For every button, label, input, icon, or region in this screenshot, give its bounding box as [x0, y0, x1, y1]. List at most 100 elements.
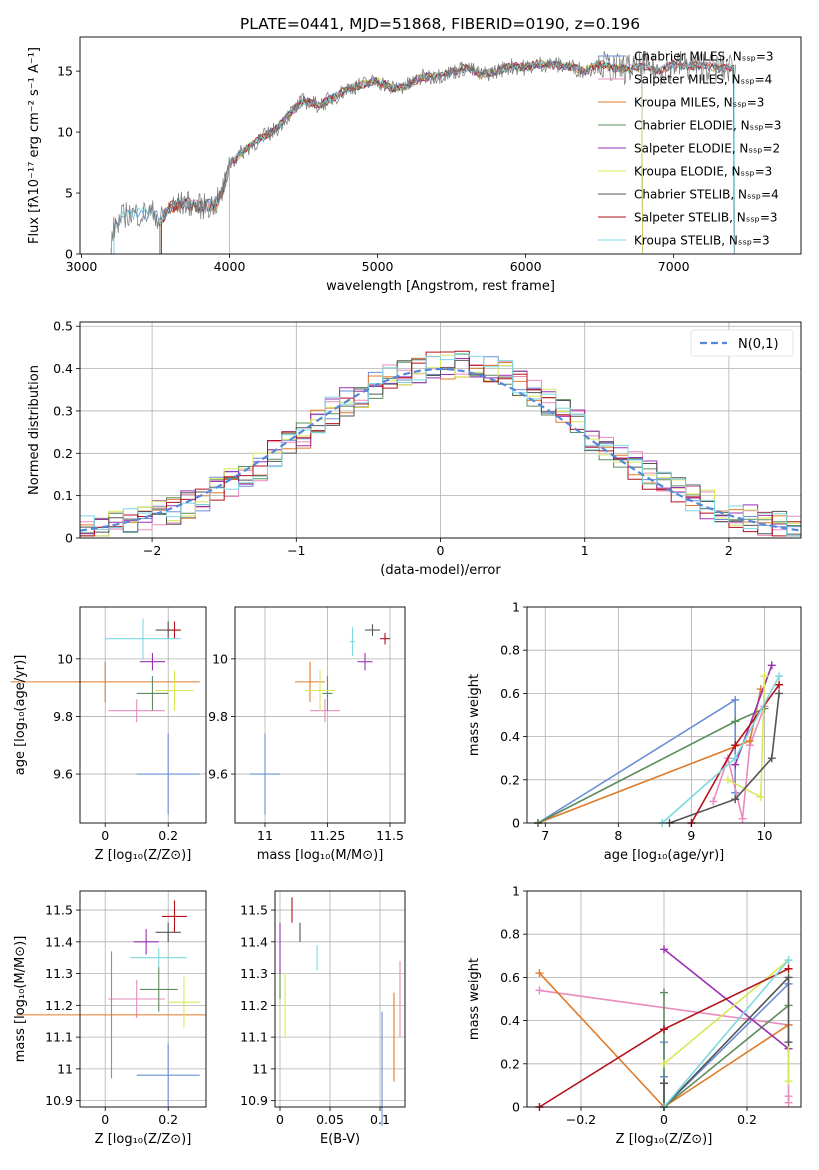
- x-tick-label: 0: [101, 1112, 109, 1127]
- axes-frame: [79, 36, 802, 255]
- plot-area: [279, 897, 401, 1127]
- y-tick-label: 10: [57, 651, 73, 666]
- y-tick-label: 0.8: [500, 927, 520, 942]
- y-tick-label: 11.1: [240, 1030, 268, 1045]
- x-tick-label: 0.05: [316, 1112, 344, 1127]
- y-tick-label: 1: [512, 600, 520, 615]
- mass-vs-ebv-panel: 0 0.05 0.1 10.9 11 11.1 11.2 11.3 11.4 11.5 E(B-V): [240, 890, 406, 1147]
- plot-area: [79, 350, 802, 538]
- x-axis-label: Z [log₁₀(Z/Z⊙)]: [95, 848, 192, 863]
- model-spectrum-kroupa-elodie: [229, 60, 643, 254]
- histogram-kroupa-elodie: [79, 354, 801, 538]
- y-axis-label: mass [log₁₀(M/M⊙)]: [13, 936, 28, 1063]
- observed-spectrum-line: [110, 50, 736, 254]
- x-tick-label: 0: [101, 828, 109, 843]
- y-tick-label: 9.6: [53, 767, 73, 782]
- y-tick-label: 5: [65, 186, 73, 201]
- x-tick-label: 9: [687, 828, 695, 843]
- x-axis-label: age [log₁₀(age/yr)]: [604, 848, 725, 863]
- y-tick-label: 0.8: [500, 643, 520, 658]
- y-axis-label: mass weight: [467, 674, 482, 756]
- mass-weight-marker: [784, 1098, 793, 1107]
- errorbar-chabrier-stelib: [365, 624, 380, 636]
- mass-weight-marker: [731, 754, 740, 763]
- y-tick-label: 11: [252, 1061, 268, 1076]
- mass-weight-marker: [775, 689, 784, 698]
- mass-weight-marker: [535, 986, 544, 995]
- y-tick-label: 11.5: [45, 903, 73, 918]
- mass-weight-marker: [738, 814, 747, 823]
- legend-label: Kroupa ELODIE, Nₛₛₚ=3: [634, 165, 772, 179]
- y-tick-label: 0.6: [500, 686, 520, 701]
- errorbar-salpeter-miles: [108, 979, 166, 1019]
- legend-label: Kroupa MILES, Nₛₛₚ=3: [634, 96, 764, 110]
- x-tick-label: 6000: [510, 259, 542, 274]
- errorbar-kroupa-elodie: [305, 670, 335, 711]
- mass-weight-marker: [709, 797, 718, 806]
- errorbar-salpeter-stelib: [168, 621, 181, 639]
- x-tick-label: 0: [437, 543, 445, 558]
- plot-area: [10, 618, 200, 815]
- y-tick-label: 9.8: [53, 709, 73, 724]
- histogram-salpeter-stelib: [79, 350, 801, 538]
- mass-weight-marker: [775, 680, 784, 689]
- errorbar-salpeter-stelib: [161, 900, 188, 933]
- x-axis-label: Z [log₁₀(Z/Z⊙)]: [616, 1132, 713, 1147]
- legend-label: Chabrier STELIB, Nₛₛₚ=4: [634, 188, 779, 202]
- x-tick-label: 0.1: [370, 1112, 390, 1127]
- y-tick-label: 0.1: [53, 488, 73, 503]
- y-tick-label: 11.2: [45, 998, 73, 1013]
- plot-area: [250, 624, 390, 815]
- plot-area: [533, 661, 784, 827]
- legend-label: Salpeter MILES, Nₛₛₚ=4: [634, 73, 772, 87]
- y-tick-label: 10.9: [240, 1093, 268, 1108]
- x-tick-label: 0.2: [737, 1112, 757, 1127]
- y-tick-label: 0: [65, 531, 73, 546]
- x-tick-label: 0: [660, 1112, 668, 1127]
- errorbar-salpeter-elodie: [357, 653, 373, 671]
- errorbar-salpeter-miles: [108, 699, 166, 723]
- model-spectrum-salpeter-elodie: [229, 59, 643, 254]
- mass-weight-line-chabrier-stelib: [669, 693, 780, 824]
- x-tick-label: 5000: [362, 259, 394, 274]
- axes-frame: [526, 890, 802, 1108]
- y-tick-label: 0: [512, 816, 520, 831]
- errorbar-chabrier-miles: [250, 733, 280, 815]
- mass-weight-line-chabrier-stelib: [663, 975, 790, 1109]
- mass-weight-line-chabrier-miles: [537, 698, 736, 824]
- errorbar-salpeter-elodie: [133, 929, 159, 955]
- y-tick-label: 0.5: [53, 319, 73, 334]
- plot-area: [17, 900, 206, 1107]
- mass-weight-marker: [760, 672, 769, 681]
- histogram-kroupa-stelib: [79, 353, 801, 538]
- mass-weight-marker: [723, 775, 732, 784]
- x-tick-label: 3000: [66, 259, 98, 274]
- y-axis-label: Flux [fλ10⁻¹⁷ erg cm⁻² s⁻¹ A⁻¹]: [27, 47, 42, 244]
- y-tick-label: 10: [212, 651, 228, 666]
- model-spectrum-chabrier-stelib: [159, 59, 735, 254]
- errorbar-kroupa-miles: [10, 661, 200, 703]
- x-tick-label: 11.25: [310, 828, 346, 843]
- x-tick-label: 7: [541, 828, 549, 843]
- mass-weight-marker: [767, 661, 776, 670]
- y-axis-label: age [log₁₀(age/yr)]: [13, 655, 28, 776]
- axes-frame: [274, 890, 406, 1108]
- model-spectrum-salpeter-stelib: [160, 59, 735, 254]
- y-tick-label: 0.2: [53, 446, 73, 461]
- mass-vs-metallicity-panel: 0 0.2 10.9 11 11.1 11.2 11.3 11.4 11.5 Z [log₁₀(Z…: [13, 890, 207, 1147]
- y-tick-label: 15: [57, 64, 73, 79]
- mass-weight-marker: [660, 1079, 668, 1088]
- y-tick-label: 0: [512, 1100, 520, 1115]
- y-tick-label: 11.3: [45, 966, 73, 981]
- y-tick-label: 11.4: [45, 934, 73, 949]
- x-tick-label: 2: [725, 543, 733, 558]
- errorbar-chabrier-elodie: [139, 967, 178, 1012]
- legend-label: Kroupa STELIB, Nₛₛₚ=3: [634, 234, 770, 248]
- errorbar-chabrier-elodie: [322, 676, 333, 711]
- x-tick-label: 7000: [658, 259, 690, 274]
- errorbar-kroupa-elodie: [155, 670, 194, 711]
- y-tick-label: 11.5: [240, 903, 268, 918]
- axes-frame: [79, 321, 802, 539]
- errorbar-salpeter-miles: [310, 699, 340, 723]
